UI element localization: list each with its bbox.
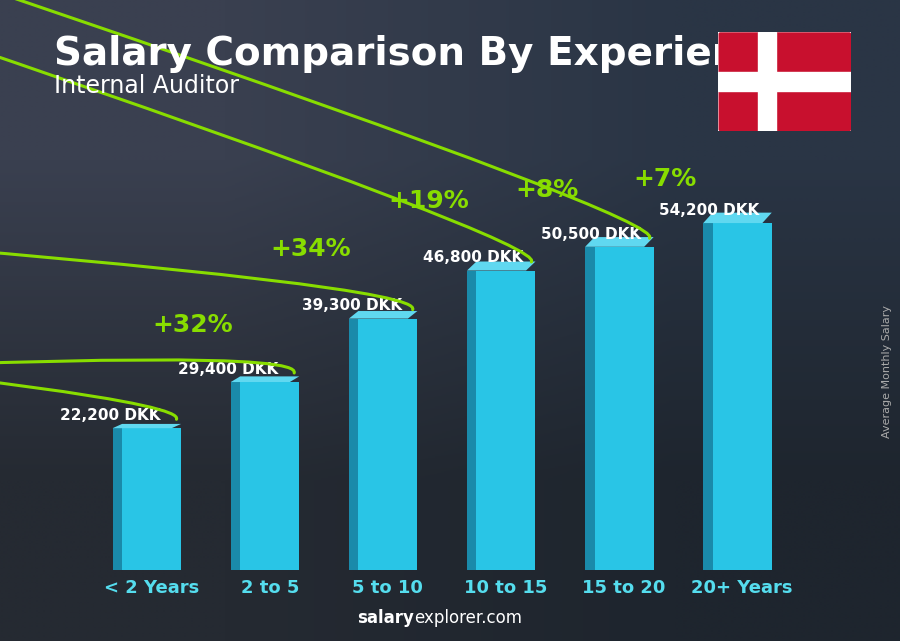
Text: +34%: +34% (271, 237, 351, 261)
Bar (358, 319, 418, 570)
Text: 50,500 DKK: 50,500 DKK (541, 227, 641, 242)
Text: salary: salary (357, 609, 414, 627)
Text: +32%: +32% (153, 313, 233, 337)
Bar (758, 32, 776, 131)
Bar (595, 247, 653, 570)
Polygon shape (112, 424, 181, 428)
Text: 54,200 DKK: 54,200 DKK (659, 203, 760, 218)
Bar (467, 271, 476, 570)
Bar (476, 271, 536, 570)
Text: +7%: +7% (634, 167, 698, 191)
FancyBboxPatch shape (717, 31, 852, 133)
Text: Average Monthly Salary: Average Monthly Salary (881, 305, 892, 438)
Text: explorer.com: explorer.com (414, 609, 522, 627)
Text: +8%: +8% (516, 178, 579, 202)
Text: 22,200 DKK: 22,200 DKK (60, 408, 160, 423)
Text: 39,300 DKK: 39,300 DKK (302, 299, 402, 313)
Text: +19%: +19% (389, 189, 470, 213)
Polygon shape (349, 311, 418, 319)
Bar (240, 382, 299, 570)
Polygon shape (585, 237, 653, 247)
Bar (718, 72, 851, 91)
Text: 46,800 DKK: 46,800 DKK (423, 251, 523, 265)
Bar (112, 428, 122, 570)
Bar (703, 223, 713, 570)
Text: Internal Auditor: Internal Auditor (54, 74, 239, 97)
Bar (122, 428, 181, 570)
Text: Salary Comparison By Experience: Salary Comparison By Experience (54, 35, 788, 73)
Polygon shape (230, 376, 299, 382)
Text: 29,400 DKK: 29,400 DKK (178, 362, 278, 377)
Bar (230, 382, 240, 570)
Polygon shape (467, 262, 536, 271)
Bar (713, 223, 771, 570)
Polygon shape (703, 213, 771, 223)
Bar (585, 247, 595, 570)
Bar (349, 319, 358, 570)
